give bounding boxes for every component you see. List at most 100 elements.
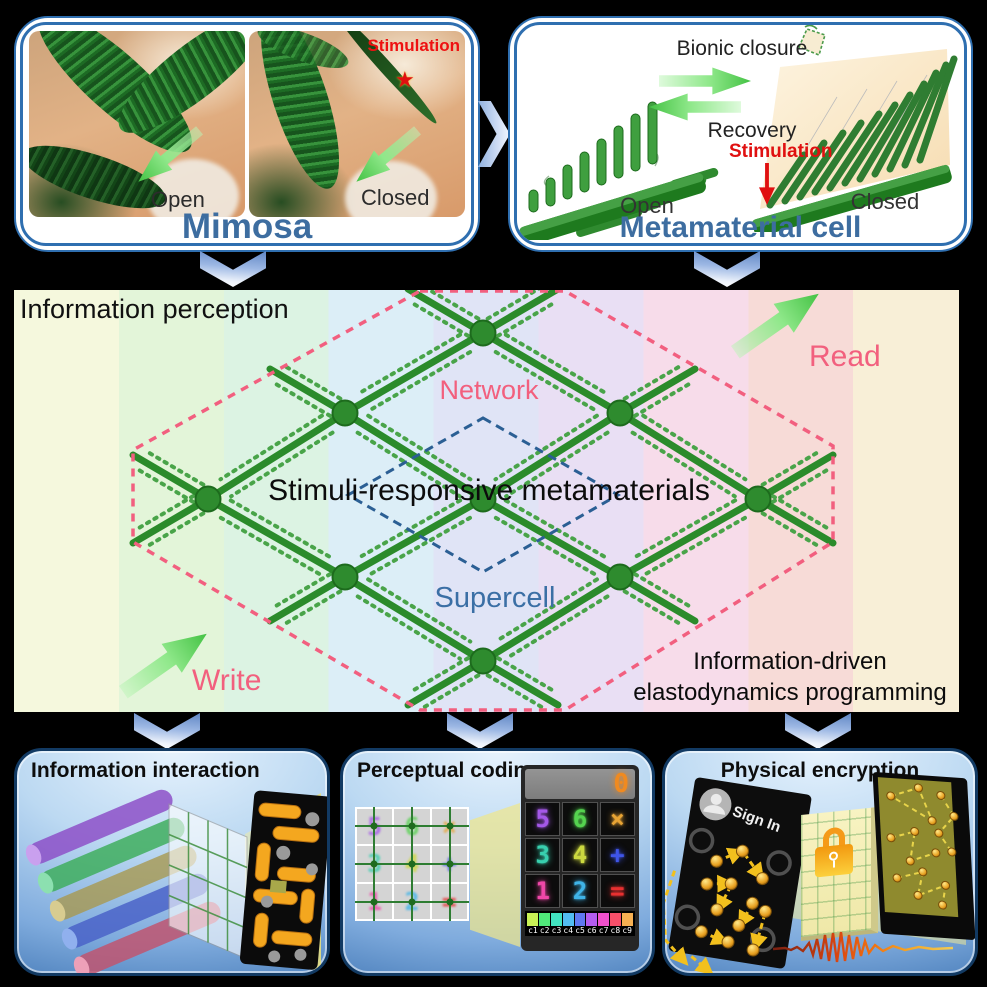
- display-cell: 5: [525, 802, 561, 836]
- network-label: Network: [439, 375, 539, 405]
- supercell-label: Supercell: [434, 582, 556, 614]
- perception-label: Information perception: [20, 294, 289, 324]
- metamaterial-lattice: [129, 290, 837, 712]
- input-cell: 4: [394, 846, 430, 882]
- display-grid: 5 6 × 3 4 + 1 2 =: [525, 802, 635, 908]
- grid-lines: [168, 812, 248, 951]
- input-cell: =: [431, 883, 467, 919]
- info-interaction-panel: Information interaction: [14, 748, 330, 976]
- colorbar-swatch: [527, 913, 538, 926]
- decoded-card: [872, 771, 975, 941]
- stimulation-label: Stimulation: [729, 141, 833, 162]
- flower-pot: [345, 161, 437, 217]
- colorbar-label: c8: [610, 926, 621, 935]
- pattern-pills: [252, 802, 320, 948]
- display-cell: 6: [562, 802, 598, 836]
- closed-pills: [766, 55, 958, 209]
- colorbar-label: c6: [586, 926, 597, 935]
- metamaterial-panel-inner: Bionic closure Recovery Stimulation Open…: [514, 22, 967, 246]
- open-label: Open: [151, 187, 205, 212]
- physical-encryption-title: Physical encryption: [720, 759, 920, 782]
- bionic-closure-label: Bionic closure: [676, 37, 808, 60]
- pattern-board: [239, 790, 327, 970]
- pattern-square: [269, 879, 287, 894]
- colorbar-swatch: [550, 913, 562, 926]
- closed-label: Closed: [361, 185, 430, 210]
- base-bar: [519, 173, 706, 240]
- input-grid: 5 6 × 3 4 + 1 2 =: [355, 807, 469, 921]
- avatar-icon: [699, 788, 732, 821]
- metamaterial-title: Metamaterial cell: [619, 211, 862, 244]
- colorbar-swatch: [622, 913, 634, 926]
- display-cell: 2: [562, 874, 598, 908]
- programming-label: Information-driven elastodynamics progra…: [633, 648, 947, 706]
- signin-card: Sign In: [665, 776, 813, 973]
- colorbar-label: c9: [622, 926, 632, 935]
- flow-arrow-down-icon: [694, 251, 760, 287]
- closed-state-illustration: [752, 49, 958, 232]
- display-result-bar: 0: [525, 769, 635, 799]
- colorbar-label: c3: [551, 926, 562, 935]
- center-label: Stimuli-responsive metamaterials: [268, 474, 710, 507]
- input-cell: 1: [357, 883, 393, 919]
- mimosa-photo-open: Open: [29, 31, 245, 217]
- display-cell: ×: [599, 802, 635, 836]
- flow-arrow-down-icon: [785, 713, 851, 749]
- lock-card: [801, 806, 878, 942]
- mimosa-panel-inner: Open Stimulation ★ Closed Mimosa: [20, 22, 474, 246]
- open-label: Open: [620, 193, 674, 218]
- flow-arrow-down-icon: [447, 713, 513, 749]
- input-cell: 3: [357, 846, 393, 882]
- colorbar-swatch: [610, 913, 622, 926]
- colorbar-swatch: [574, 913, 586, 926]
- input-cell: 5: [357, 809, 393, 845]
- display-cell: =: [599, 874, 635, 908]
- colorbar-swatch: [562, 913, 574, 926]
- display-cell: 3: [525, 838, 561, 872]
- display-cell: +: [599, 838, 635, 872]
- display-cell: 4: [562, 838, 598, 872]
- display-cell: 1: [525, 874, 561, 908]
- flow-arrow-down-icon: [134, 713, 200, 749]
- stimulation-star-icon: ★: [395, 67, 415, 92]
- colorbar-label: c5: [575, 926, 585, 935]
- colorbar-swatches: [527, 913, 634, 926]
- closed-label: Closed: [850, 189, 920, 214]
- metamaterial-panel: Bionic closure Recovery Stimulation Open…: [508, 16, 973, 252]
- input-cell: ×: [431, 809, 467, 845]
- colorbar-labels: c1 c2 c3 c4 c5 c6 c7 c8 c9: [527, 926, 633, 935]
- mimosa-panel: Open Stimulation ★ Closed Mimosa: [14, 16, 480, 252]
- lattice-group: [129, 290, 837, 710]
- read-label: Read: [809, 340, 881, 373]
- colorbar-label: c1: [528, 926, 538, 935]
- colorbar-swatch: [586, 913, 598, 926]
- recovery-label: Recovery: [707, 119, 797, 142]
- colorbar: c1 c2 c3 c4 c5 c6 c7 c8 c9: [525, 911, 635, 936]
- colorbar-swatch: [538, 913, 550, 926]
- colorbar-label: c2: [539, 926, 550, 935]
- pattern-dots: [260, 812, 320, 963]
- base-bar: [752, 164, 952, 232]
- display-result: 0: [613, 769, 629, 799]
- flow-arrow-right-icon: [478, 101, 510, 167]
- supercell-outline: [344, 416, 622, 574]
- standing-pills: [528, 101, 658, 213]
- colorbar-label: c4: [563, 926, 574, 935]
- info-interaction-title: Information interaction: [31, 759, 260, 782]
- input-rods: [25, 789, 221, 973]
- mimosa-title: Mimosa: [181, 207, 313, 246]
- mimosa-photo-closed: Stimulation ★ Closed: [249, 31, 465, 217]
- constellation-graphics: [886, 783, 959, 910]
- middle-section: Information perception Network Supercell…: [14, 290, 959, 712]
- colorbar-label: c7: [598, 926, 609, 935]
- open-state-illustration: [519, 101, 719, 240]
- interaction-illustration: [25, 789, 327, 973]
- colorbar-swatch: [598, 913, 610, 926]
- input-cell: 2: [394, 883, 430, 919]
- write-label: Write: [192, 664, 262, 697]
- display-bezel: 0 5 6 × 3 4 + 1 2 =: [521, 765, 639, 951]
- constellation-dots: [886, 783, 959, 910]
- keyhole-icon: [829, 851, 838, 862]
- signin-card-graphics: [665, 788, 792, 973]
